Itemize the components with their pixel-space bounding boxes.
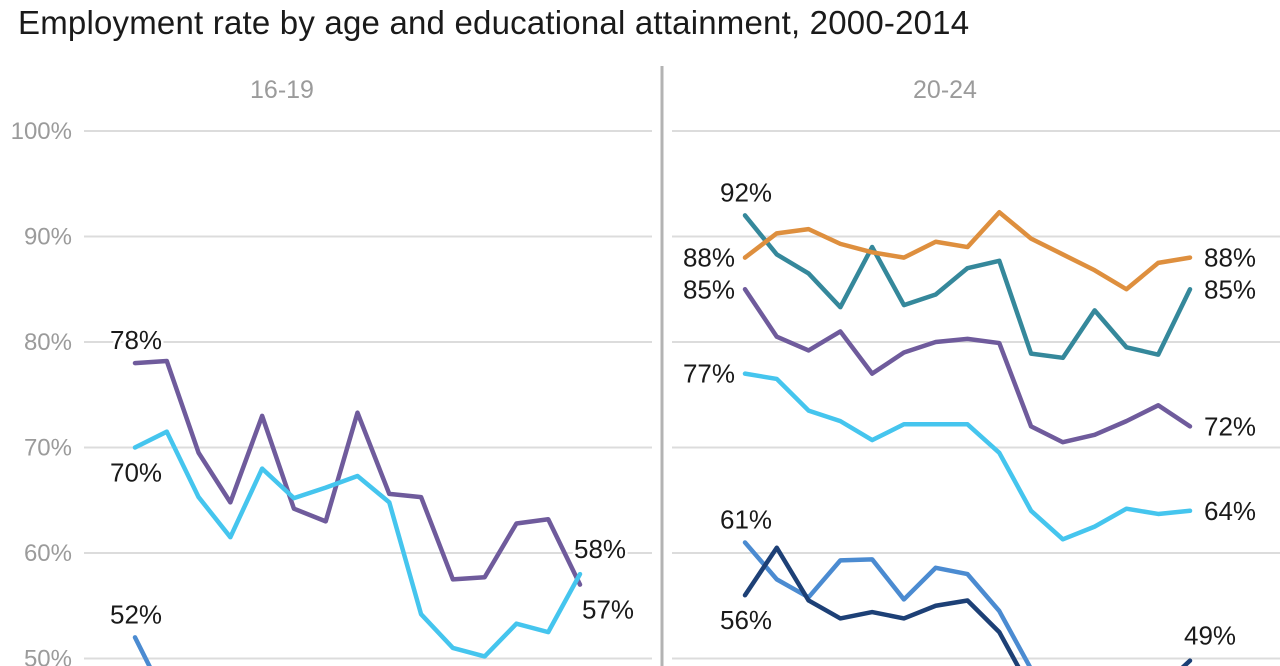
series-line-medium-blue — [132, 635, 152, 666]
data-label-purple: 78% — [110, 325, 162, 355]
series-line-light-blue — [132, 429, 583, 659]
data-label-navy: 56% — [720, 605, 772, 635]
data-label-light-blue: 58% — [574, 534, 626, 564]
data-label-purple: 72% — [1204, 411, 1256, 441]
data-label-teal: 85% — [1204, 274, 1256, 304]
data-label-light-blue: 77% — [683, 359, 735, 389]
series-line-teal — [742, 213, 1193, 361]
y-tick-label: 90% — [24, 224, 72, 251]
panel-title-16-19: 16-19 — [250, 76, 314, 104]
data-label-light-blue: 70% — [110, 458, 162, 488]
panel-title-20-24: 20-24 — [913, 76, 977, 104]
data-label-orange: 88% — [683, 243, 735, 273]
y-tick-label: 60% — [24, 540, 72, 567]
y-tick-label: 100% — [11, 118, 72, 145]
data-label-light-blue: 64% — [1204, 496, 1256, 526]
series-line-purple — [742, 287, 1193, 445]
data-label-orange: 88% — [1204, 243, 1256, 273]
series-line-light-blue — [742, 371, 1193, 542]
data-label-teal: 92% — [720, 177, 772, 207]
data-label-navy: 49% — [1184, 621, 1236, 651]
series-line-orange — [742, 209, 1193, 292]
y-tick-label: 70% — [24, 435, 72, 462]
series-line-medium-blue — [742, 540, 1032, 666]
data-label-purple: 57% — [582, 595, 634, 625]
y-tick-label: 80% — [24, 329, 72, 356]
series-line-purple — [132, 358, 583, 587]
data-label-medium-blue: 61% — [720, 504, 772, 534]
y-tick-label: 50% — [24, 646, 72, 666]
chart-title: Employment rate by age and educational a… — [18, 4, 970, 41]
data-label-purple: 85% — [683, 274, 735, 304]
series-line-navy — [742, 545, 1193, 666]
data-label-medium-blue: 52% — [110, 599, 162, 629]
